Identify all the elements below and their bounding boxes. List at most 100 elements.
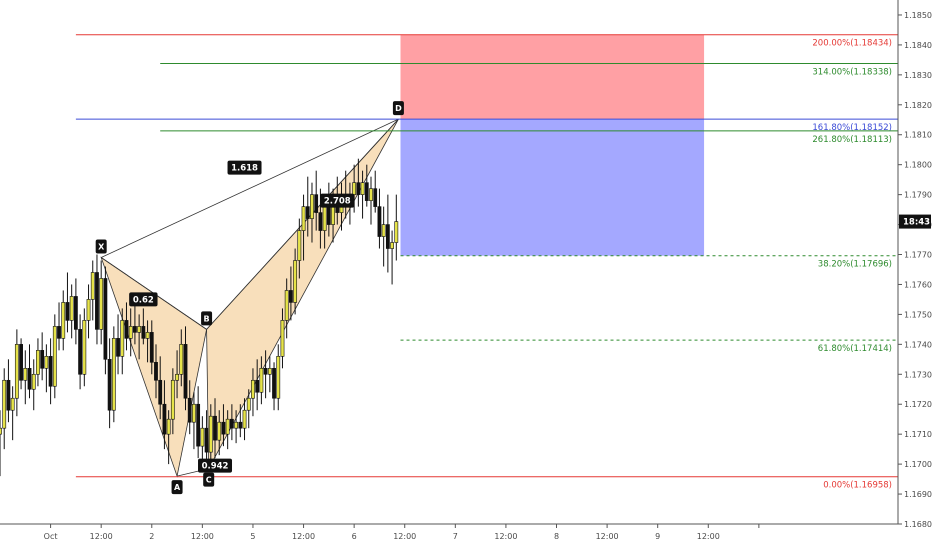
ratio-label: 0.942 — [202, 462, 229, 472]
candle-body — [377, 206, 382, 237]
candle-body — [369, 188, 373, 201]
candle-body — [149, 332, 154, 363]
candle-body — [394, 221, 399, 243]
point-badge — [203, 472, 215, 487]
y-tick-label: 1.17100 — [904, 430, 932, 439]
ratio-label: 0.62 — [133, 295, 154, 305]
candle-body — [208, 415, 213, 453]
ratio-badge — [129, 292, 158, 307]
y-tick-label: 1.18200 — [904, 101, 932, 110]
candle-body — [137, 326, 142, 333]
x-tick-label: 7 — [453, 532, 458, 541]
candle-body — [289, 290, 293, 303]
candle-body — [305, 206, 310, 219]
level-label: 61.80%(1.17414) — [818, 344, 892, 354]
candle-body — [326, 206, 331, 225]
candle-body — [242, 409, 247, 429]
x-tick-label: 12:00 — [191, 532, 214, 541]
ratio-badge — [227, 160, 262, 175]
candle-body — [73, 296, 78, 330]
point-badge — [171, 480, 183, 495]
candle-body — [124, 320, 129, 339]
candle-body — [40, 350, 45, 369]
x-tick-label: 12:00 — [292, 532, 315, 541]
x-tick-label: 12:00 — [393, 532, 416, 541]
ratio-label: 1.618 — [231, 164, 258, 174]
candle-body — [120, 320, 125, 357]
candle-body — [301, 206, 306, 231]
level-label: 38.20%(1.17696) — [818, 260, 892, 270]
candle-body — [57, 326, 61, 339]
pattern-xab-triangle — [100, 256, 208, 478]
level-label: 261.80%(1.18113) — [812, 135, 892, 145]
level-label: 0.00%(1.16958) — [823, 481, 892, 491]
candle-body — [44, 356, 49, 369]
y-tick-label: 1.18400 — [904, 41, 932, 50]
point-badge — [95, 239, 107, 254]
point-label-b: B — [204, 314, 210, 323]
candle-body — [213, 415, 217, 441]
point-label-x: X — [98, 243, 105, 252]
candle-body — [48, 356, 53, 387]
candle-body — [145, 332, 150, 339]
y-tick-label: 1.17300 — [904, 370, 932, 379]
candle-body — [192, 403, 196, 423]
candle-body — [107, 359, 112, 411]
level-label: 161.80%(1.18152) — [812, 123, 892, 133]
candle-body — [111, 338, 116, 411]
level-label: 200.00%(1.18434) — [812, 39, 892, 49]
last-price-label: 18:43 — [903, 218, 930, 228]
candle-body — [99, 278, 104, 330]
candle-body — [356, 182, 361, 195]
price-axis-bg — [898, 0, 932, 550]
candle-body — [267, 367, 272, 375]
candle-body — [36, 350, 40, 375]
candle-body — [196, 403, 201, 447]
point-label-d: D — [395, 104, 402, 113]
candle-body — [175, 373, 179, 381]
ratio-badge — [198, 458, 233, 473]
candle-body — [385, 224, 390, 249]
candle-body — [187, 397, 192, 423]
x-tick-label: 5 — [250, 532, 255, 541]
candle-body — [14, 344, 19, 399]
candle-body — [364, 182, 369, 201]
candle-body — [200, 427, 205, 447]
x-tick-label: 12:00 — [90, 532, 113, 541]
y-tick-label: 1.17000 — [904, 460, 932, 469]
candle-body — [322, 206, 327, 231]
pattern-line-XD — [101, 118, 399, 258]
x-tick-label: 12:00 — [596, 532, 619, 541]
y-tick-label: 1.16800 — [904, 520, 932, 529]
point-label-a: A — [174, 483, 181, 492]
y-tick-label: 1.18300 — [904, 71, 932, 80]
x-tick-label: Oct — [44, 532, 58, 541]
last-price-tag — [899, 214, 931, 229]
candle-body — [31, 373, 36, 390]
candle-body — [310, 194, 314, 219]
candle-body — [280, 320, 285, 357]
point-badge — [201, 311, 213, 326]
candle-body — [263, 367, 268, 375]
y-tick-label: 1.18100 — [904, 131, 932, 140]
candle-body — [314, 194, 319, 213]
candle-body — [238, 421, 243, 429]
candle-body — [2, 379, 7, 429]
candle-body — [90, 272, 95, 300]
y-tick-label: 1.17600 — [904, 280, 932, 289]
candle-body — [162, 403, 167, 435]
candle-body — [225, 418, 230, 435]
candle-body — [352, 182, 357, 195]
candle-body — [141, 326, 146, 339]
candle-body — [179, 344, 184, 375]
candle-body — [234, 421, 238, 429]
candle-body — [69, 296, 74, 321]
candle-body — [217, 421, 222, 441]
stop-zone — [400, 34, 705, 120]
y-tick-label: 1.17700 — [904, 251, 932, 260]
y-tick-label: 1.17200 — [904, 400, 932, 409]
candle-body — [133, 326, 137, 333]
x-tick-label: 12:00 — [494, 532, 517, 541]
ratio-label: 2.708 — [324, 197, 351, 207]
